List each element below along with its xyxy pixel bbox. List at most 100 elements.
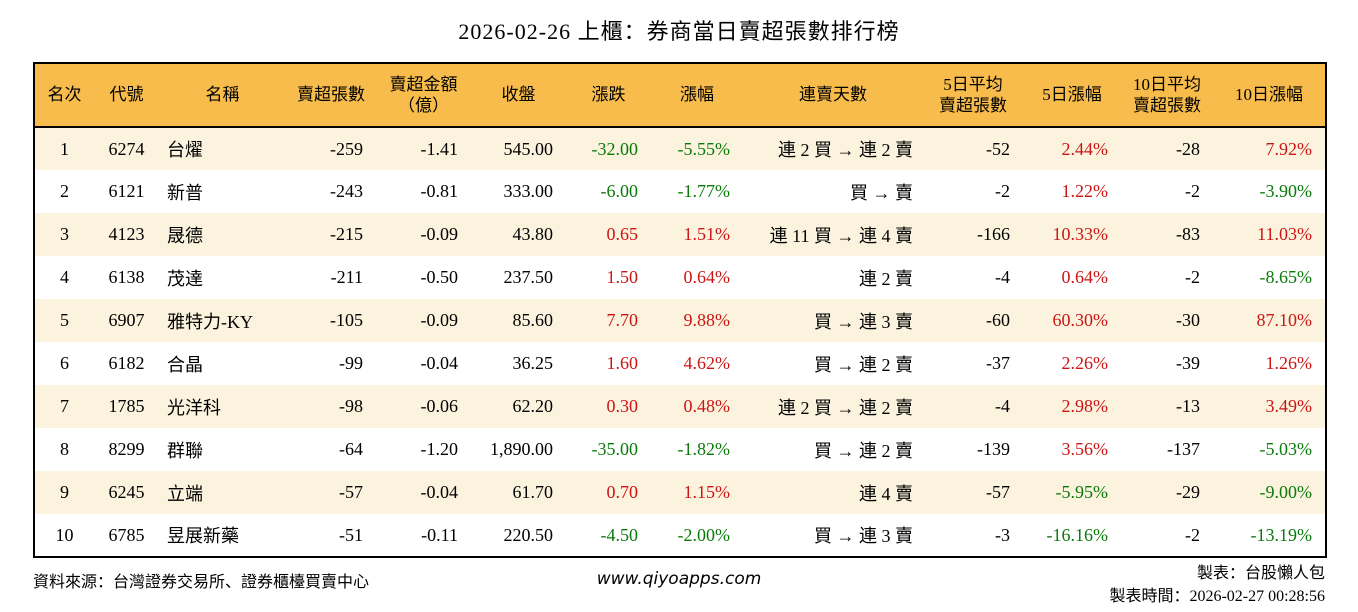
col-header-avg5: 5日平均 賣超張數 [923,63,1023,128]
footer: 資料來源：台灣證券交易所、證券櫃檯買賣中心 www.qiyoapps.com 製… [0,562,1358,612]
stock-code-cell: 6121 [108,181,145,201]
table-row: 5 6907 雅特力-KY -105 -0.09 85.60 7.70 9.88… [34,299,1326,342]
stock-code-cell: 6785 [108,524,145,545]
avg10-cell: -13 [1176,396,1200,416]
stock-name-cell: 合晶 [167,354,203,375]
avg5-cell: -4 [995,396,1010,416]
col-header-code: 代號 [94,63,159,128]
sell-volume-cell: -211 [330,267,363,287]
stock-code-cell: 6138 [108,267,145,287]
sell-volume-cell: -99 [339,353,363,373]
avg10-cell: -2 [1185,267,1200,287]
avg5-cell: -57 [986,482,1010,502]
col-header-pct10: 10日漲幅 [1213,63,1326,128]
avg10-cell: -29 [1176,482,1200,502]
streak-cell: 買 → 連 2 賣 [814,440,913,461]
close-price-cell: 333.00 [503,181,554,201]
table-row: 9 6245 立端 -57 -0.04 61.70 0.70 1.15% 連 4… [34,471,1326,514]
stock-name-cell: 雅特力-KY [167,311,253,332]
table-row: 8 8299 群聯 -64 -1.20 1,890.00 -35.00 -1.8… [34,428,1326,471]
change-pct-cell: 1.51% [683,224,731,244]
stock-name-cell: 昱展新藥 [167,526,239,546]
avg10-cell: -83 [1176,224,1200,244]
change-pct-cell: -2.00% [677,524,731,545]
stock-name-cell: 群聯 [167,440,203,461]
change-pct-cell: 0.48% [683,396,731,416]
timestamp-text: 製表時間：2026-02-27 00:28:56 [1109,588,1325,605]
col-header-change-pct: 漲幅 [651,63,743,128]
ranking-table: 名次 代號 名稱 賣超張數 賣超金額 （億） 收盤 漲跌 漲幅 連賣天數 5日平… [33,62,1327,558]
pct5-cell: 3.56% [1061,439,1109,459]
col-header-rank: 名次 [34,63,94,128]
pct5-cell: 0.64% [1061,267,1109,287]
pct10-cell: -5.03% [1259,439,1313,459]
avg10-cell: -39 [1176,353,1200,373]
change-cell: 0.65 [606,224,639,244]
sell-volume-cell: -243 [330,181,363,201]
col-header-close: 收盤 [471,63,566,128]
rank-cell: 2 [60,181,69,201]
pct10-cell: -8.65% [1259,267,1313,287]
col-header-sell-amount: 賣超金額 （億） [376,63,471,128]
change-cell: 0.70 [606,482,639,502]
stock-name-cell: 茂達 [167,268,203,289]
pct5-cell: 60.30% [1052,310,1109,330]
col-header-change: 漲跌 [566,63,651,128]
sell-amount-cell: -0.50 [420,267,459,287]
change-cell: -35.00 [591,439,639,459]
change-pct-cell: -1.77% [677,181,731,201]
stock-name-cell: 台燿 [167,140,203,160]
change-pct-cell: 0.64% [683,267,731,287]
close-price-cell: 61.70 [512,482,554,502]
table-row: 7 1785 光洋科 -98 -0.06 62.20 0.30 0.48% 連 … [34,385,1326,428]
pct5-cell: 10.33% [1052,224,1109,244]
sell-amount-cell: -1.20 [420,439,459,459]
close-price-cell: 43.80 [512,224,554,244]
maker-text: 製表：台股懶人包 [1196,565,1325,582]
close-price-cell: 237.50 [503,267,554,287]
pct10-cell: -3.90% [1259,181,1313,201]
table-row: 10 6785 昱展新藥 -51 -0.11 220.50 -4.50 -2.0… [34,514,1326,557]
streak-cell: 買 → 賣 [850,182,913,203]
stock-name-cell: 晟德 [167,225,203,246]
rank-cell: 5 [60,310,69,330]
change-pct-cell: 4.62% [683,353,731,373]
rank-cell: 4 [60,267,69,287]
pct10-cell: 7.92% [1265,138,1313,159]
avg10-cell: -2 [1185,524,1200,545]
sell-amount-cell: -0.06 [420,396,459,416]
stock-code-cell: 8299 [108,439,145,459]
stock-code-cell: 6182 [108,353,145,373]
avg5-cell: -139 [977,439,1010,459]
stock-name-cell: 光洋科 [167,397,221,418]
sell-amount-cell: -0.81 [420,181,459,201]
table-row: 4 6138 茂達 -211 -0.50 237.50 1.50 0.64% 連… [34,256,1326,299]
pct5-cell: 2.98% [1061,396,1109,416]
sell-volume-cell: -57 [339,482,363,502]
avg5-cell: -37 [986,353,1010,373]
credits-block: 製表：台股懶人包 製表時間：2026-02-27 00:28:56 [1109,562,1325,608]
rank-cell: 6 [60,353,69,373]
avg10-cell: -28 [1176,138,1200,159]
change-pct-cell: 9.88% [683,310,731,330]
close-price-cell: 85.60 [512,310,554,330]
avg5-cell: -60 [986,310,1010,330]
streak-cell: 連 2 賣 [859,268,913,289]
sell-amount-cell: -0.11 [421,524,458,545]
change-cell: 7.70 [606,310,639,330]
streak-cell: 買 → 連 2 賣 [814,354,913,375]
change-cell: -6.00 [600,181,639,201]
change-pct-cell: 1.15% [683,482,731,502]
ranking-table-container: 名次 代號 名稱 賣超張數 賣超金額 （億） 收盤 漲跌 漲幅 連賣天數 5日平… [33,62,1327,558]
close-price-cell: 545.00 [503,138,554,159]
avg5-cell: -4 [995,267,1010,287]
table-row: 3 4123 晟德 -215 -0.09 43.80 0.65 1.51% 連 … [34,213,1326,256]
avg10-cell: -30 [1176,310,1200,330]
sell-amount-cell: -1.41 [420,138,459,159]
pct5-cell: 2.26% [1061,353,1109,373]
rank-cell: 8 [60,439,69,459]
stock-code-cell: 6245 [108,482,145,502]
sell-volume-cell: -215 [330,224,363,244]
rank-cell: 3 [60,224,69,244]
streak-cell: 連 2 買 → 連 2 賣 [778,397,913,418]
